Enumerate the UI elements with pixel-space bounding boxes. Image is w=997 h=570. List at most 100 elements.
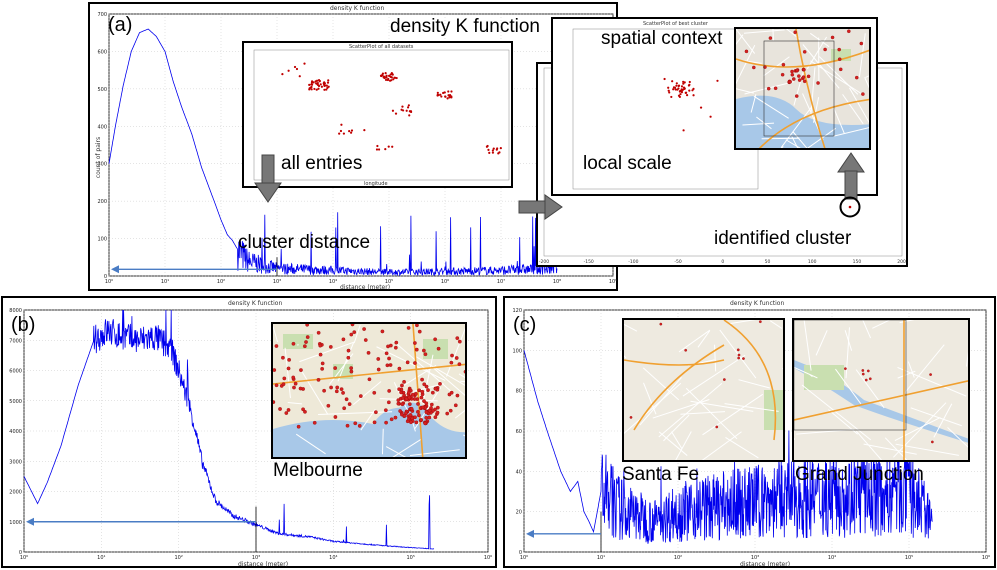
data-point xyxy=(350,129,354,132)
data-point xyxy=(409,110,413,113)
map-marker xyxy=(801,75,806,79)
data-point xyxy=(683,87,686,90)
minor-road xyxy=(933,403,953,438)
data-point xyxy=(400,108,403,111)
x-tick-label: 10⁸ xyxy=(553,279,561,285)
highway xyxy=(758,98,869,148)
minor-road xyxy=(409,449,460,456)
map-marker xyxy=(393,345,398,350)
data-point xyxy=(448,96,451,99)
density-curve xyxy=(523,350,933,544)
scatter-all-title: ScatterPlot of all datasets xyxy=(349,44,414,50)
map-marker xyxy=(385,363,390,368)
minor-road xyxy=(353,324,361,344)
map-marker xyxy=(416,409,420,414)
minor-road xyxy=(897,366,967,397)
map-marker xyxy=(788,80,792,84)
cluster-highlight-circle xyxy=(839,196,861,218)
map-marker xyxy=(408,413,413,417)
minor-road xyxy=(810,67,816,116)
chart-a-title: density K function xyxy=(330,5,385,12)
data-point xyxy=(311,83,314,86)
map-marker xyxy=(286,408,291,412)
minor-road xyxy=(423,354,434,399)
map-marker xyxy=(291,375,296,380)
map-marker xyxy=(417,413,421,418)
data-point xyxy=(688,89,691,92)
map-marker xyxy=(457,339,462,344)
minor-road xyxy=(639,377,682,426)
map-marker xyxy=(422,348,426,353)
map-marker xyxy=(281,355,285,360)
map-marker xyxy=(383,408,388,413)
minor-road xyxy=(810,32,830,48)
map-marker xyxy=(406,390,411,395)
map-marker xyxy=(414,420,419,425)
minor-road xyxy=(848,87,869,124)
data-point xyxy=(303,62,306,65)
inset-all-entries: ScatterPlot of all datasets longitude al… xyxy=(242,41,513,188)
data-point xyxy=(377,148,381,151)
zoom-box xyxy=(794,320,907,431)
down-arrow-icon xyxy=(254,154,282,203)
minor-road xyxy=(897,370,916,379)
data-point xyxy=(310,80,314,83)
minor-road xyxy=(900,344,945,398)
data-point xyxy=(492,147,495,150)
data-point xyxy=(349,131,353,134)
arrow-head xyxy=(26,517,34,526)
map-marker xyxy=(326,403,331,408)
map-marker xyxy=(409,406,414,411)
map-marker xyxy=(322,388,326,393)
map-background xyxy=(624,320,783,460)
data-point xyxy=(499,147,502,150)
map-marker xyxy=(384,351,389,356)
map-marker xyxy=(433,337,437,342)
map-marker xyxy=(393,415,398,420)
minor-road xyxy=(772,29,774,41)
minor-road xyxy=(273,324,279,343)
map-marker xyxy=(435,410,440,415)
map-marker xyxy=(346,355,351,360)
data-point xyxy=(682,80,685,83)
x-tick-label: 10⁶ xyxy=(484,555,492,561)
map-marker xyxy=(802,79,807,84)
water-area xyxy=(273,407,465,457)
data-point xyxy=(376,144,379,148)
data-point xyxy=(682,82,685,85)
data-point xyxy=(384,148,387,151)
data-point xyxy=(319,83,322,86)
data-point xyxy=(315,82,318,85)
minor-road xyxy=(810,60,865,96)
minor-road xyxy=(729,320,757,325)
data-point xyxy=(363,128,366,132)
y-tick-label: 20 xyxy=(516,510,522,516)
data-point xyxy=(680,88,683,91)
minor-road xyxy=(803,320,812,371)
y-tick-label: 40 xyxy=(516,469,522,475)
map-marker xyxy=(415,324,419,328)
map-marker xyxy=(394,340,399,345)
map-marker xyxy=(448,408,453,413)
map-marker xyxy=(413,391,418,396)
x-tick-label: 150 xyxy=(853,259,862,265)
map-marker xyxy=(752,65,756,70)
map-marker xyxy=(422,399,426,403)
data-point xyxy=(491,151,495,154)
data-point xyxy=(439,93,442,96)
minor-road xyxy=(299,341,354,363)
map-marker xyxy=(372,420,377,425)
x-tick-label: 10⁹ xyxy=(609,279,617,285)
density-curve xyxy=(23,309,435,550)
map-marker xyxy=(405,360,410,365)
minor-road xyxy=(864,77,869,89)
data-point xyxy=(680,85,684,88)
map-marker xyxy=(400,402,405,407)
data-point xyxy=(308,83,311,86)
data-point xyxy=(323,82,326,85)
x-tick-label: -150 xyxy=(584,259,594,265)
y-tick-label: 80 xyxy=(516,389,522,395)
data-point xyxy=(312,81,315,84)
data-point xyxy=(406,106,410,109)
data-point xyxy=(384,72,387,75)
